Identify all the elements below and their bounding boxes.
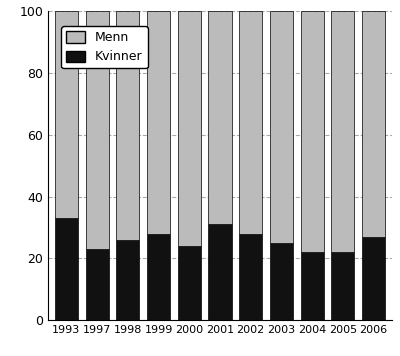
Bar xyxy=(301,11,324,252)
Bar xyxy=(86,11,109,249)
Bar xyxy=(55,218,78,320)
Bar xyxy=(270,243,293,320)
Bar xyxy=(208,224,232,320)
Bar xyxy=(116,240,139,320)
Bar xyxy=(331,11,354,252)
Bar xyxy=(147,11,170,234)
Bar xyxy=(147,234,170,320)
Bar xyxy=(331,252,354,320)
Bar xyxy=(55,11,78,218)
Bar xyxy=(208,11,232,224)
Bar xyxy=(362,11,385,237)
Bar xyxy=(86,249,109,320)
Bar xyxy=(301,252,324,320)
Bar xyxy=(270,11,293,243)
Bar xyxy=(362,237,385,320)
Bar xyxy=(239,11,262,234)
Bar xyxy=(178,246,201,320)
Bar xyxy=(178,11,201,246)
Bar xyxy=(116,11,139,240)
Bar xyxy=(239,234,262,320)
Legend: Menn, Kvinner: Menn, Kvinner xyxy=(61,26,148,68)
